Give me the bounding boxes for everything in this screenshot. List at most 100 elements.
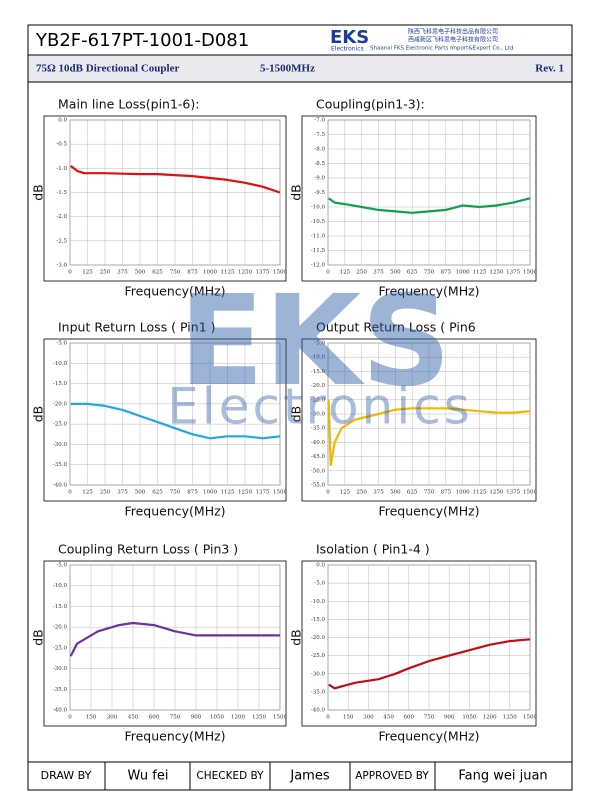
y-tick-label: -30.0 bbox=[53, 666, 68, 672]
company-cn: 西咸新区飞科思电子科技有限公司 bbox=[408, 36, 498, 44]
y-tick-label: -25.0 bbox=[311, 397, 326, 403]
x-tick-label: 900 bbox=[444, 715, 455, 721]
x-tick-label: 0 bbox=[68, 270, 72, 276]
x-tick-label: 250 bbox=[356, 490, 367, 496]
x-tick-label: 1250 bbox=[489, 270, 503, 276]
x-tick-label: 1200 bbox=[483, 715, 497, 721]
x-tick-label: 750 bbox=[170, 490, 181, 496]
y-tick-label: -30.0 bbox=[53, 442, 68, 448]
y-tick-label: -2.0 bbox=[56, 214, 67, 220]
x-tick-label: 1125 bbox=[221, 490, 235, 496]
x-tick-label: 875 bbox=[187, 270, 198, 276]
doc-number: YB2F-617PT-1001-D081 bbox=[35, 30, 249, 51]
y-tick-label: -5.0 bbox=[314, 581, 325, 587]
x-tick-label: 1350 bbox=[252, 715, 266, 721]
x-axis-label: Frequency(MHz) bbox=[124, 284, 225, 299]
x-tick-label: 1500 bbox=[523, 715, 537, 721]
x-tick-label: 1000 bbox=[203, 490, 217, 496]
x-tick-label: 1375 bbox=[256, 490, 270, 496]
data-line bbox=[70, 402, 281, 440]
x-tick-label: 500 bbox=[135, 270, 146, 276]
chart-title: Output Return Loss ( Pin6 bbox=[316, 320, 476, 335]
footer-label: APPROVED BY bbox=[355, 770, 429, 782]
watermark: EKS bbox=[179, 269, 451, 414]
x-tick-label: 300 bbox=[363, 715, 374, 721]
y-tick-label: -20.0 bbox=[53, 625, 68, 631]
x-axis-label: Frequency(MHz) bbox=[378, 504, 479, 519]
x-tick-label: 125 bbox=[340, 270, 351, 276]
data-line bbox=[328, 638, 531, 690]
x-tick-label: 1500 bbox=[273, 490, 287, 496]
x-tick-label: 450 bbox=[383, 715, 394, 721]
x-tick-label: 625 bbox=[407, 490, 418, 496]
y-tick-label: -10.0 bbox=[311, 355, 326, 361]
y-tick-label: -50.0 bbox=[311, 468, 326, 474]
x-tick-label: 1125 bbox=[473, 490, 487, 496]
plot-outer bbox=[43, 560, 287, 727]
y-tick-label: -7.5 bbox=[314, 132, 325, 138]
x-tick-label: 125 bbox=[82, 490, 93, 496]
y-tick-label: -45.0 bbox=[311, 454, 326, 460]
plot-outer bbox=[43, 115, 287, 282]
x-tick-label: 1500 bbox=[273, 715, 287, 721]
x-tick-label: 375 bbox=[117, 490, 128, 496]
data-line bbox=[69, 621, 280, 657]
x-tick-label: 500 bbox=[390, 490, 401, 496]
x-tick-label: 1050 bbox=[210, 715, 224, 721]
company-en: Shaanxi FKS Electronic Parts Import&Expo… bbox=[370, 46, 513, 52]
x-tick-label: 1125 bbox=[221, 270, 235, 276]
x-tick-label: 625 bbox=[407, 270, 418, 276]
y-tick-label: 0.0 bbox=[58, 118, 67, 124]
x-tick-label: 250 bbox=[100, 490, 111, 496]
y-tick-label: -9.5 bbox=[314, 190, 325, 196]
x-tick-label: 875 bbox=[187, 490, 198, 496]
y-tick-label: -30.0 bbox=[311, 671, 326, 677]
y-tick-label: -15.0 bbox=[311, 617, 326, 623]
y-tick-label: -0.5 bbox=[56, 142, 67, 148]
x-tick-label: 750 bbox=[424, 270, 435, 276]
y-tick-label: -12.0 bbox=[311, 263, 326, 269]
chart-title: Isolation ( Pin1-4 ) bbox=[316, 542, 430, 557]
x-tick-label: 625 bbox=[152, 270, 163, 276]
x-tick-label: 0 bbox=[326, 715, 330, 721]
y-tick-label: -10.0 bbox=[311, 599, 326, 605]
x-axis-label: Frequency(MHz) bbox=[124, 504, 225, 519]
x-tick-label: 125 bbox=[82, 270, 93, 276]
watermark: Electronics bbox=[167, 378, 473, 436]
x-tick-label: 250 bbox=[100, 270, 111, 276]
plot-outer bbox=[43, 338, 287, 502]
x-axis-label: Frequency(MHz) bbox=[124, 729, 225, 744]
y-tick-label: -55.0 bbox=[311, 483, 326, 489]
footer-value: Wu fei bbox=[128, 769, 169, 784]
x-tick-label: 250 bbox=[356, 270, 367, 276]
y-tick-label: 0.0 bbox=[316, 563, 325, 569]
x-tick-label: 1250 bbox=[238, 270, 252, 276]
y-tick-label: -10.0 bbox=[53, 583, 68, 589]
y-tick-label: -40.0 bbox=[311, 708, 326, 714]
x-tick-label: 1050 bbox=[462, 715, 476, 721]
x-tick-label: 0 bbox=[326, 270, 330, 276]
x-tick-label: 1375 bbox=[506, 270, 520, 276]
x-tick-label: 600 bbox=[404, 715, 415, 721]
chart-title: Main line Loss(pin1-6): bbox=[58, 97, 199, 112]
y-axis-label: dB bbox=[289, 406, 304, 423]
x-tick-label: 0 bbox=[68, 490, 72, 496]
x-tick-label: 500 bbox=[135, 490, 146, 496]
x-tick-label: 375 bbox=[373, 490, 384, 496]
x-tick-label: 500 bbox=[390, 270, 401, 276]
y-tick-label: -8.0 bbox=[314, 147, 325, 153]
x-tick-label: 900 bbox=[191, 715, 202, 721]
footer-value: James bbox=[289, 769, 329, 784]
chart-title: Coupling Return Loss ( Pin3 ) bbox=[58, 542, 238, 557]
y-axis-label: dB bbox=[31, 629, 46, 646]
x-tick-label: 600 bbox=[149, 715, 160, 721]
y-axis-label: dB bbox=[31, 184, 46, 201]
footer-frame bbox=[27, 761, 573, 791]
y-tick-label: -10.5 bbox=[311, 219, 326, 225]
y-tick-label: -25.0 bbox=[311, 653, 326, 659]
x-tick-label: 625 bbox=[152, 490, 163, 496]
y-tick-label: -20.0 bbox=[311, 383, 326, 389]
y-axis-label: dB bbox=[31, 406, 46, 423]
